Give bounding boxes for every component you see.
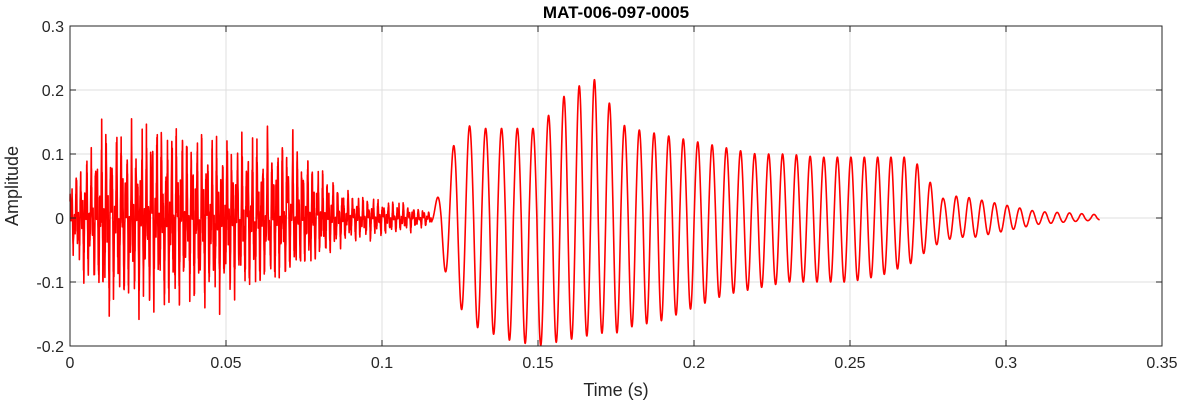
x-tick-label: 0.15 bbox=[522, 355, 553, 372]
y-tick-label: 0.3 bbox=[42, 19, 64, 36]
x-tick-label: 0.1 bbox=[371, 355, 393, 372]
x-axis-ticks: 0 0.05 0.1 0.15 0.2 0.25 0.3 0.35 bbox=[66, 26, 1178, 372]
y-tick-label: 0.1 bbox=[42, 147, 64, 164]
chart-title: MAT-006-097-0005 bbox=[543, 3, 689, 22]
y-tick-label: 0.2 bbox=[42, 83, 64, 100]
y-axis-ticks: -0.2 -0.1 0 0.1 0.2 0.3 bbox=[36, 19, 1162, 356]
axes-frame bbox=[69, 25, 1163, 347]
x-tick-label: 0 bbox=[66, 355, 75, 372]
y-tick-label: -0.2 bbox=[36, 339, 64, 356]
x-axis-label: Time (s) bbox=[583, 380, 648, 400]
x-tick-label: 0.2 bbox=[683, 355, 705, 372]
y-tick-label: -0.1 bbox=[36, 275, 64, 292]
x-tick-label: 0.25 bbox=[834, 355, 865, 372]
y-axis-label: Amplitude bbox=[2, 146, 22, 226]
waveform-series-line bbox=[69, 78, 1101, 347]
y-tick-label: 0 bbox=[55, 211, 64, 228]
x-tick-label: 0.3 bbox=[995, 355, 1017, 372]
x-tick-label: 0.05 bbox=[210, 355, 241, 372]
series-layer bbox=[69, 78, 1101, 347]
x-tick-label: 0.35 bbox=[1146, 355, 1177, 372]
